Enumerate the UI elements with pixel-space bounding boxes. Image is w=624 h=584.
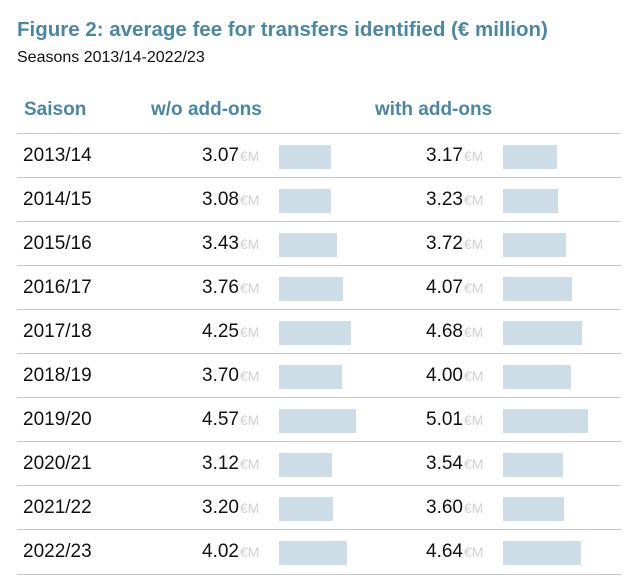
season-label: 2021/22 (23, 497, 92, 518)
season-label: 2016/17 (23, 277, 92, 298)
value-with-addons: 3.23 (426, 189, 463, 210)
unit-label: €M (464, 148, 484, 164)
unit-label: €M (464, 368, 484, 384)
unit-label: €M (240, 236, 260, 252)
unit-label: €M (464, 544, 484, 560)
bar-without-addons (279, 321, 351, 345)
bar-with-addons (503, 145, 557, 169)
bar-with-addons (503, 277, 572, 301)
value-with-addons: 4.07 (426, 277, 463, 298)
bar-without-addons (279, 541, 347, 565)
bar-without-addons (279, 365, 342, 389)
season-label: 2022/23 (23, 541, 92, 562)
unit-label: €M (240, 324, 260, 340)
value-without-addons: 3.70 (202, 365, 239, 386)
chart-title: Figure 2: average fee for transfers iden… (17, 18, 548, 41)
unit-label: €M (240, 368, 260, 384)
table-row: 2022/23 4.02 €M 4.64 €M (17, 529, 621, 575)
bar-with-addons (503, 365, 571, 389)
unit-label: €M (464, 412, 484, 428)
value-without-addons: 3.20 (202, 497, 239, 518)
value-without-addons: 3.43 (202, 233, 239, 254)
table-row: 2017/18 4.25 €M 4.68 €M (17, 309, 621, 354)
value-without-addons: 4.02 (202, 541, 239, 562)
value-without-addons: 3.76 (202, 277, 239, 298)
table-row: 2018/19 3.70 €M 4.00 €M (17, 353, 621, 398)
value-with-addons: 3.54 (426, 453, 463, 474)
table-row: 2020/21 3.12 €M 3.54 €M (17, 441, 621, 486)
unit-label: €M (240, 192, 260, 208)
unit-label: €M (464, 236, 484, 252)
season-label: 2017/18 (23, 321, 92, 342)
unit-label: €M (240, 412, 260, 428)
bar-without-addons (279, 277, 343, 301)
value-with-addons: 3.60 (426, 497, 463, 518)
unit-label: €M (464, 280, 484, 296)
season-label: 2018/19 (23, 365, 92, 386)
bar-with-addons (503, 497, 564, 521)
unit-label: €M (464, 324, 484, 340)
value-with-addons: 3.17 (426, 145, 463, 166)
season-label: 2015/16 (23, 233, 92, 254)
bar-without-addons (279, 233, 337, 257)
table-row: 2019/20 4.57 €M 5.01 €M (17, 397, 621, 442)
table-row: 2016/17 3.76 €M 4.07 €M (17, 265, 621, 310)
value-without-addons: 4.25 (202, 321, 239, 342)
bar-without-addons (279, 453, 332, 477)
season-label: 2019/20 (23, 409, 92, 430)
season-label: 2014/15 (23, 189, 92, 210)
bar-without-addons (279, 189, 331, 213)
unit-label: €M (464, 192, 484, 208)
value-with-addons: 3.72 (426, 233, 463, 254)
unit-label: €M (464, 500, 484, 516)
value-with-addons: 4.64 (426, 541, 463, 562)
value-with-addons: 4.00 (426, 365, 463, 386)
season-label: 2020/21 (23, 453, 92, 474)
unit-label: €M (240, 544, 260, 560)
unit-label: €M (464, 456, 484, 472)
bar-with-addons (503, 453, 563, 477)
unit-label: €M (240, 148, 260, 164)
bar-with-addons (503, 541, 581, 565)
value-with-addons: 5.01 (426, 409, 463, 430)
value-without-addons: 3.12 (202, 453, 239, 474)
value-without-addons: 3.08 (202, 189, 239, 210)
unit-label: €M (240, 500, 260, 516)
chart-subtitle: Seasons 2013/14-2022/23 (17, 49, 205, 66)
value-without-addons: 3.07 (202, 145, 239, 166)
season-label: 2013/14 (23, 145, 92, 166)
bar-with-addons (503, 233, 566, 257)
table-row: 2013/14 3.07 €M 3.17 €M (17, 133, 621, 178)
table-row: 2015/16 3.43 €M 3.72 €M (17, 221, 621, 266)
value-with-addons: 4.68 (426, 321, 463, 342)
unit-label: €M (240, 280, 260, 296)
bar-without-addons (279, 145, 331, 169)
bar-without-addons (279, 409, 356, 433)
bar-with-addons (503, 189, 558, 213)
value-without-addons: 4.57 (202, 409, 239, 430)
header-without-addons: w/o add-ons (151, 99, 262, 120)
table-row: 2014/15 3.08 €M 3.23 €M (17, 177, 621, 222)
header-with-addons: with add-ons (375, 99, 493, 120)
bar-with-addons (503, 321, 582, 345)
table-row: 2021/22 3.20 €M 3.60 €M (17, 485, 621, 530)
bar-with-addons (503, 409, 588, 433)
bar-without-addons (279, 497, 333, 521)
unit-label: €M (240, 456, 260, 472)
header-season: Saison (24, 99, 87, 120)
